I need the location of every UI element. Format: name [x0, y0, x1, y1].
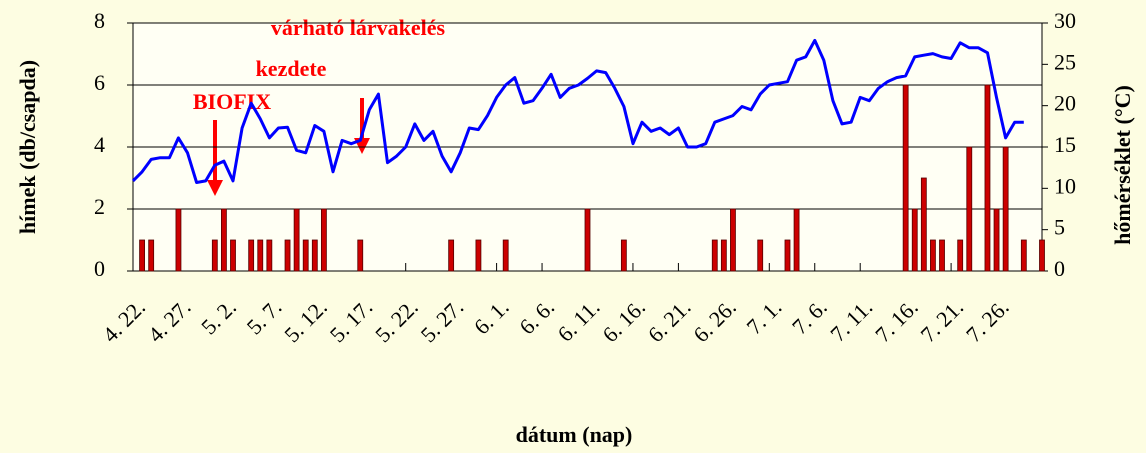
- bar: [957, 239, 964, 272]
- bar: [911, 208, 918, 272]
- y-tick-label: 0: [94, 256, 105, 281]
- bar: [1002, 146, 1009, 272]
- y-axis-label: hímek (db/csapda): [15, 60, 40, 234]
- bar: [320, 208, 327, 272]
- y-tick-label: 6: [94, 70, 105, 95]
- bar: [502, 239, 509, 272]
- bar: [720, 239, 727, 272]
- bar: [357, 239, 364, 272]
- y2-tick-label: 0: [1054, 256, 1065, 281]
- bar: [930, 239, 936, 272]
- bar: [148, 239, 155, 272]
- bar: [175, 208, 182, 272]
- bar: [902, 84, 909, 272]
- x-tick-label: 4. 27.: [143, 294, 196, 347]
- bar: [248, 239, 255, 272]
- y2-tick-label: 5: [1054, 215, 1065, 240]
- x-tick-label: 6. 26.: [688, 294, 741, 347]
- bar: [920, 177, 927, 272]
- x-tick-label: 5. 27.: [416, 294, 469, 347]
- bar: [993, 208, 1000, 272]
- x-tick-label: 6. 21.: [643, 294, 696, 347]
- x-tick-label: 5. 17.: [325, 294, 378, 347]
- bar: [266, 239, 273, 272]
- bar: [257, 239, 264, 272]
- x-tick-label: 7. 11.: [825, 294, 877, 346]
- bar: [939, 239, 945, 272]
- y2-axis-label: hőmérséklet (°C): [1110, 85, 1135, 245]
- bar: [448, 239, 455, 272]
- y2-tick-label: 25: [1054, 49, 1076, 74]
- annotation: várható lárvakelés: [271, 15, 446, 40]
- bar: [302, 239, 309, 272]
- x-tick-label: 7. 6.: [787, 294, 832, 339]
- x-tick-label: 4. 22.: [97, 294, 150, 347]
- bar: [139, 239, 145, 272]
- bar: [711, 239, 718, 272]
- y2-tick-label: 20: [1054, 91, 1076, 116]
- bar: [966, 146, 973, 272]
- x-axis-label: dátum (nap): [516, 422, 633, 447]
- bar: [757, 239, 764, 272]
- x-tick-label: 7. 26.: [961, 294, 1014, 347]
- y2-tick-label: 15: [1054, 132, 1076, 157]
- x-tick-label: 5. 2.: [196, 294, 241, 339]
- y-tick-label: 4: [94, 132, 105, 157]
- bar: [284, 239, 291, 272]
- annotation: BIOFIX: [193, 89, 271, 114]
- y-tick-label: 2: [94, 194, 105, 219]
- bar: [293, 208, 300, 272]
- x-tick-label: 6. 11.: [552, 294, 604, 346]
- bar: [1039, 239, 1045, 272]
- x-tick-label: 6. 1.: [469, 294, 514, 339]
- bar: [230, 239, 236, 272]
- x-tick-label: 5. 22.: [370, 294, 423, 347]
- x-tick-label: 5. 12.: [279, 294, 332, 347]
- x-tick-label: 6. 6.: [514, 294, 559, 339]
- line: [131, 38, 1024, 184]
- annotation: kezdete: [256, 56, 327, 81]
- bar: [311, 239, 318, 272]
- y-tick-label: 8: [94, 8, 105, 33]
- bar: [984, 84, 991, 272]
- bar: [730, 208, 736, 272]
- bar: [1020, 239, 1027, 272]
- bar: [793, 208, 800, 272]
- bar: [211, 239, 218, 272]
- x-tick-label: 7. 1.: [742, 294, 787, 339]
- y2-tick-label: 10: [1054, 173, 1076, 198]
- bar: [584, 208, 591, 272]
- bar: [620, 239, 627, 272]
- x-tick-label: 7. 16.: [870, 294, 923, 347]
- x-tick-label: 5. 7.: [242, 294, 287, 339]
- x-tick-label: 6. 16.: [597, 294, 650, 347]
- bar: [220, 208, 227, 272]
- bar: [475, 239, 482, 272]
- x-tick-label: 7. 21.: [916, 294, 969, 347]
- bar: [784, 239, 791, 272]
- y2-tick-label: 30: [1054, 8, 1076, 33]
